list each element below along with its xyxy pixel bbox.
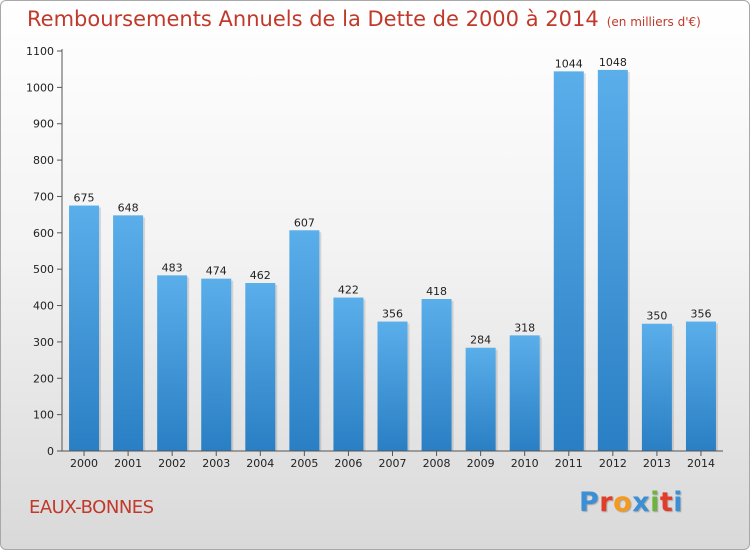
y-tick-label: 600 bbox=[33, 227, 54, 240]
x-tick-label-2000: 2000 bbox=[70, 457, 98, 470]
bar-2011 bbox=[553, 71, 584, 451]
y-tick-label: 0 bbox=[47, 445, 54, 458]
bar-2006 bbox=[333, 297, 364, 451]
logo-letter: i bbox=[673, 487, 684, 518]
bar-2004 bbox=[245, 283, 276, 451]
x-tick-label-2009: 2009 bbox=[467, 457, 495, 470]
bar-2009 bbox=[465, 347, 496, 451]
bar-2007 bbox=[377, 321, 408, 451]
bar-2002 bbox=[157, 275, 188, 451]
x-tick-label-2011: 2011 bbox=[555, 457, 583, 470]
x-tick-label-2012: 2012 bbox=[599, 457, 627, 470]
chart-title-text: Remboursements Annuels de la Dette de 20… bbox=[27, 7, 599, 31]
proxiti-logo: Proxiti bbox=[579, 487, 683, 518]
bar-2013 bbox=[641, 323, 672, 451]
data-label-2002: 483 bbox=[162, 261, 183, 274]
y-tick-label: 800 bbox=[33, 154, 54, 167]
data-label-2006: 422 bbox=[338, 284, 359, 297]
data-label-2004: 462 bbox=[250, 269, 271, 282]
data-label-2008: 418 bbox=[426, 285, 447, 298]
bar-2014 bbox=[685, 321, 716, 451]
y-tick-label: 400 bbox=[33, 300, 54, 313]
logo-letter: r bbox=[599, 487, 614, 518]
data-label-2000: 675 bbox=[74, 192, 95, 205]
bar-2003 bbox=[201, 278, 232, 451]
chart-subtitle: (en milliers d'€) bbox=[606, 15, 701, 29]
data-label-2013: 350 bbox=[646, 310, 667, 323]
bar-2010 bbox=[509, 335, 540, 451]
bar-2005 bbox=[289, 230, 320, 451]
data-label-2009: 284 bbox=[470, 334, 491, 347]
data-label-2003: 474 bbox=[206, 265, 227, 278]
y-tick-label: 300 bbox=[33, 336, 54, 349]
place-name: EAUX-BONNES bbox=[29, 497, 154, 518]
logo-letter: t bbox=[659, 487, 674, 518]
bar-2000 bbox=[69, 205, 100, 451]
data-label-2001: 648 bbox=[118, 201, 139, 214]
bar-2008 bbox=[421, 299, 452, 451]
y-tick-label: 900 bbox=[33, 118, 54, 131]
x-tick-label-2007: 2007 bbox=[379, 457, 407, 470]
bar-2001 bbox=[113, 215, 144, 451]
x-axis: 2000 2001 2002 2003 2004 2005 2006 2007 2008 2009… bbox=[62, 450, 723, 470]
data-label-2005: 607 bbox=[294, 216, 315, 229]
x-tick-label-2008: 2008 bbox=[423, 457, 451, 470]
chart-title: Remboursements Annuels de la Dette de 20… bbox=[27, 7, 701, 31]
logo-letter: P bbox=[579, 487, 600, 518]
bar-2012 bbox=[597, 69, 628, 451]
y-tick-label: 100 bbox=[33, 409, 54, 422]
data-label-2010: 318 bbox=[514, 321, 535, 334]
data-label-2014: 356 bbox=[690, 308, 711, 321]
y-tick-label: 1000 bbox=[26, 81, 54, 94]
bar-series: 675 648 483 474 462 607 422 356 418 284 318 1044 104… bbox=[69, 56, 718, 451]
x-tick-label-2005: 2005 bbox=[290, 457, 318, 470]
logo-letter: o bbox=[613, 487, 633, 518]
y-axis: 0 100 200 300 400 500 600 700 800 900 1000 1100 bbox=[26, 45, 63, 458]
data-label-2007: 356 bbox=[382, 308, 403, 321]
data-label-2012: 1048 bbox=[599, 56, 627, 69]
data-label-2011: 1044 bbox=[555, 57, 583, 70]
x-tick-label-2004: 2004 bbox=[246, 457, 274, 470]
y-tick-label: 200 bbox=[33, 372, 54, 385]
logo-letter: x bbox=[632, 487, 651, 518]
x-tick-label-2006: 2006 bbox=[334, 457, 362, 470]
x-tick-label-2001: 2001 bbox=[114, 457, 142, 470]
logo-letter: i bbox=[650, 487, 660, 518]
x-tick-label-2014: 2014 bbox=[687, 457, 715, 470]
x-tick-label-2002: 2002 bbox=[158, 457, 186, 470]
x-tick-label-2003: 2003 bbox=[202, 457, 230, 470]
y-tick-label: 1100 bbox=[26, 45, 54, 58]
y-tick-label: 500 bbox=[33, 263, 54, 276]
y-tick-label: 700 bbox=[33, 190, 54, 203]
x-tick-label-2010: 2010 bbox=[511, 457, 539, 470]
x-tick-label-2013: 2013 bbox=[643, 457, 671, 470]
